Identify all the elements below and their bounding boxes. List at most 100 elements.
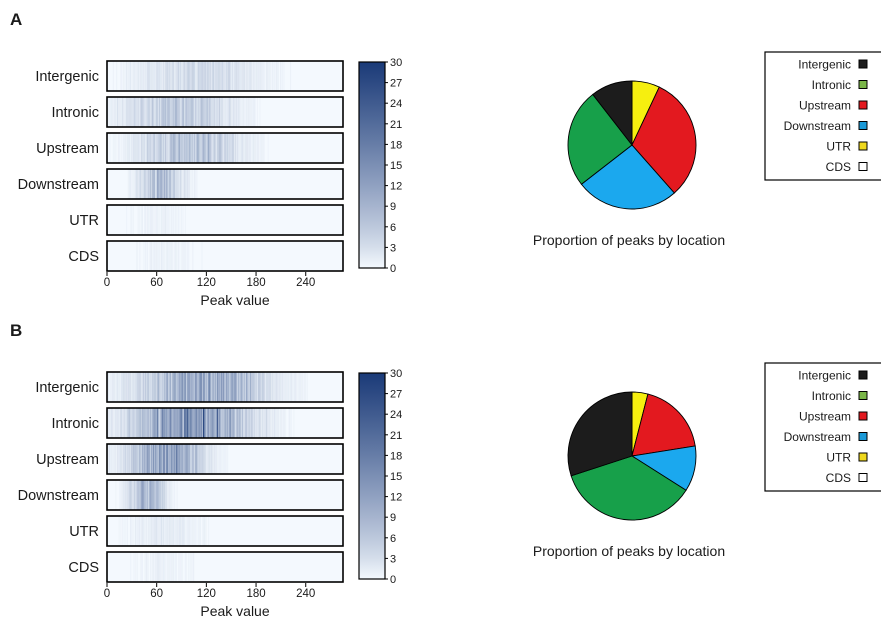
heatmap-cell [163,444,165,474]
heatmap-cell [226,97,228,127]
heatmap-cell [151,169,153,199]
heatmap-cell [156,205,158,235]
heatmap-cell [253,61,255,91]
heatmap-cell [200,61,202,91]
heatmap-cell [166,552,168,582]
heatmap-cell [171,408,173,438]
heatmap-cell [143,97,145,127]
pie-slice-intergenic [567,391,633,477]
heatmap-cell [174,516,176,546]
heatmap-cell [178,61,180,91]
heatmap-cell [276,372,278,402]
heatmap-cell [239,372,241,402]
heatmap-cell [162,408,164,438]
heatmap-cell [236,408,238,438]
heatmap-cell [215,372,217,402]
heatmap-cell [154,97,156,127]
heatmap-cell [126,61,128,91]
heatmap-cell [195,133,197,163]
heatmap-cell [229,408,231,438]
heatmap-cell [230,408,232,438]
heatmap-cell [120,408,122,438]
heatmap-cell [274,61,276,91]
heatmap-cell [112,372,114,402]
heatmap-cell [141,169,143,199]
heatmap-cell [176,169,178,199]
heatmap-cell [134,408,136,438]
heatmap-cell [222,97,224,127]
heatmap-cell [136,480,138,510]
heatmap-cell [140,61,142,91]
heatmap-cell [220,408,222,438]
heatmap-cell [163,516,165,546]
heatmap-cell [192,552,194,582]
heatmap-cell [142,480,144,510]
heatmap-cell [173,133,175,163]
heatmap-cell [138,61,140,91]
heatmap-cell [144,480,146,510]
heatmap-cell [184,516,186,546]
heatmap-cell [131,516,133,546]
heatmap-cell [191,61,193,91]
heatmap-cell [234,372,236,402]
heatmap-cell [177,408,179,438]
heatmap-cell [135,97,138,127]
heatmap-cell [184,516,186,546]
heatmap-cell [238,408,240,438]
heatmap-cell [215,444,217,474]
heatmap-cell [211,133,213,163]
heatmap-cell [150,372,153,402]
heatmap-cell [154,169,156,199]
heatmap-cell [169,408,172,438]
heatmap-cell [200,444,202,474]
heatmap-cell [185,552,187,582]
heatmap-cell [209,61,211,91]
heatmap-cell [129,444,131,474]
heatmap-cell [146,480,148,510]
heatmap-cell [150,97,152,127]
heatmap-cell [203,133,206,163]
heatmap-cell [217,372,219,402]
heatmap-cell [280,408,282,438]
heatmap-cell [192,97,194,127]
heatmap-cell [148,97,150,127]
heatmap-cell [191,372,193,402]
heatmap-cell [205,372,207,402]
heatmap-cell [111,97,113,127]
heatmap-cell [230,372,232,402]
heatmap-cell [150,372,152,402]
heatmap-cell [246,61,249,91]
heatmap-cell [146,133,148,163]
heatmap-cell [212,444,215,474]
heatmap-cell [229,133,231,163]
heatmap-cell [231,133,233,163]
colorbar-tick-label: 30 [390,57,402,69]
heatmap-cell [280,372,282,402]
heatmap-cell [188,169,191,199]
heatmap-cell [222,61,224,91]
heatmap-cell [195,97,197,127]
legend-swatch [858,162,868,171]
heatmap-cell [258,408,260,438]
heatmap-cell [167,61,169,91]
heatmap-cell [189,552,191,582]
heatmap-cell [154,241,156,271]
heatmap-cell [207,97,209,127]
heatmap-cell [134,133,136,163]
heatmap-cell [263,61,265,91]
heatmap-cell [160,169,162,199]
heatmap-cell [180,408,182,438]
heatmap-cell [178,372,180,402]
colorbar-tick-label: 3 [390,553,396,565]
heatmap-cell [235,408,237,438]
heatmap-cell [143,372,145,402]
heatmap-cell [116,372,119,402]
heatmap-cell [196,97,198,127]
heatmap-cell [111,408,114,438]
heatmap-cell [179,408,181,438]
colorbar-tick-label: 27 [390,78,402,90]
heatmap-cell [167,241,169,271]
heatmap-cell [285,372,287,402]
heatmap-cell [161,552,163,582]
heatmap-cell [208,372,210,402]
